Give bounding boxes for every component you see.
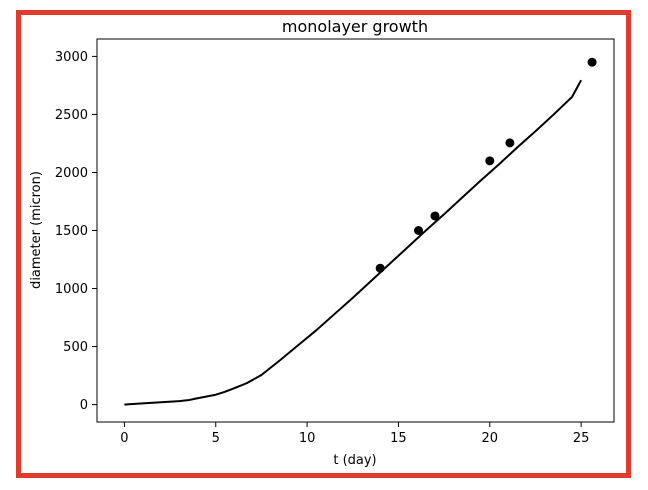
- x-tick-label: 15: [390, 431, 407, 446]
- chart-title: monolayer growth: [282, 17, 428, 36]
- data-point: [375, 263, 385, 273]
- x-tick-label: 5: [212, 431, 220, 446]
- y-axis-ticks: 0 500 1000 1500 2000 2500 3000: [55, 50, 97, 413]
- red-border-frame: [16, 10, 631, 478]
- x-axis-label: t (day): [333, 453, 376, 468]
- y-tick-label: 2500: [55, 108, 88, 123]
- data-point: [430, 211, 440, 221]
- x-tick-label: 20: [482, 431, 499, 446]
- data-point: [587, 57, 597, 67]
- plot-area: [96, 38, 615, 423]
- growth-line: [124, 79, 582, 406]
- series-layer: [124, 57, 597, 406]
- y-tick-label: 1000: [55, 282, 88, 297]
- x-axis-ticks: 0 5 10 15 20 25: [120, 422, 589, 446]
- data-point: [505, 138, 515, 148]
- data-point: [485, 156, 495, 166]
- y-axis-label: diameter (micron): [29, 171, 44, 289]
- y-tick-label: 2000: [55, 166, 88, 181]
- y-tick-label: 1500: [55, 224, 88, 239]
- x-tick-label: 10: [299, 431, 316, 446]
- y-tick-label: 0: [80, 398, 88, 413]
- y-tick-label: 500: [63, 340, 88, 355]
- x-tick-label: 0: [120, 431, 128, 446]
- data-point: [414, 226, 424, 235]
- y-tick-label: 3000: [55, 50, 88, 65]
- x-tick-label: 25: [573, 431, 590, 446]
